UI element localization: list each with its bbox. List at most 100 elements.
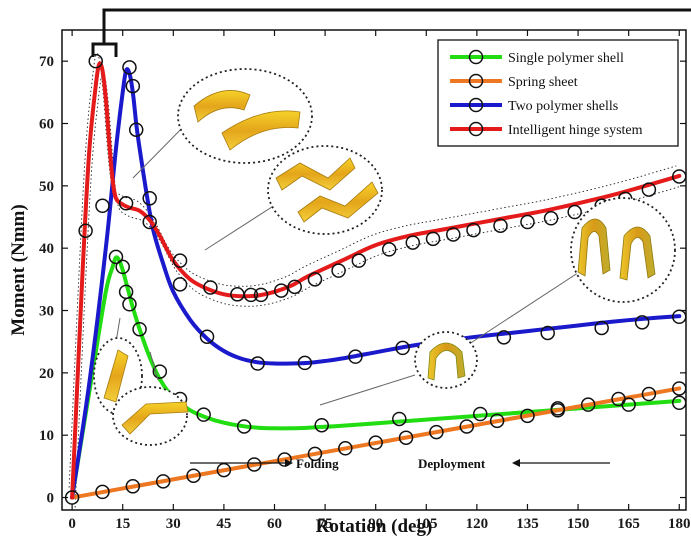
x-tick-label: 90	[368, 516, 383, 532]
data-markers	[64, 53, 687, 505]
legend-marker	[468, 49, 484, 65]
data-point	[253, 287, 269, 303]
inset-single-shell-folded	[112, 351, 189, 446]
x-tick-label: 30	[166, 516, 181, 532]
data-point	[493, 218, 508, 233]
x-tick-label: 45	[216, 516, 231, 532]
data-point	[351, 253, 367, 268]
data-point	[520, 408, 535, 424]
data-point	[314, 417, 329, 433]
data-point	[307, 446, 323, 462]
envelope-line	[68, 52, 677, 488]
data-point	[122, 297, 137, 312]
data-point	[108, 249, 124, 265]
data-point	[405, 235, 421, 250]
envelope-line	[74, 72, 683, 508]
data-point	[543, 211, 559, 226]
data-point	[672, 309, 687, 325]
data-point	[95, 484, 110, 500]
data-point	[125, 78, 141, 94]
data-point	[429, 424, 444, 440]
y-tick-label: 60	[39, 117, 54, 133]
data-point	[88, 53, 103, 69]
legend: Single polymer shell Spring sheet Two poly…	[437, 39, 679, 147]
data-point	[672, 169, 687, 184]
data-point	[172, 253, 188, 268]
data-point	[95, 198, 110, 214]
data-point	[287, 279, 302, 295]
data-point	[368, 435, 383, 450]
data-point	[273, 283, 289, 298]
x-tick-label: 120	[466, 516, 489, 532]
data-point	[152, 364, 168, 379]
series-line-intelligent-hinge-system	[70, 61, 682, 500]
data-point	[243, 287, 259, 303]
x-tick-label: 180	[668, 516, 691, 532]
data-point	[125, 479, 141, 494]
data-point	[307, 272, 323, 287]
data-point	[277, 452, 292, 467]
series-line-two-polymer-shells	[70, 67, 682, 500]
data-point	[395, 340, 410, 356]
data-point	[186, 468, 201, 483]
x-tick-label: 0	[68, 516, 76, 532]
data-point	[634, 315, 650, 330]
data-point	[155, 474, 171, 489]
data-point	[338, 441, 353, 456]
y-tick-label: 20	[39, 366, 54, 382]
data-point	[641, 386, 657, 402]
y-tick-label: 30	[39, 304, 54, 320]
data-point	[540, 325, 555, 341]
data-point	[567, 204, 582, 220]
data-point	[236, 419, 252, 434]
x-tick-label: 60	[267, 516, 282, 532]
data-point	[550, 403, 566, 418]
inset-two-shells-upper	[132, 68, 313, 179]
data-point	[641, 182, 657, 197]
data-point	[594, 320, 609, 336]
inset-two-shells-deployed	[459, 197, 676, 351]
folding-label: Folding	[296, 456, 339, 471]
y-tick-label: 40	[39, 241, 54, 257]
y-tick-label: 50	[39, 179, 54, 195]
data-point	[172, 277, 188, 292]
data-point	[466, 222, 481, 238]
data-point	[425, 231, 441, 247]
data-point	[446, 227, 461, 242]
data-point	[78, 223, 93, 238]
x-tick-label: 15	[115, 516, 130, 532]
data-point	[672, 381, 687, 396]
legend-marker	[468, 97, 484, 113]
series-line-spring-sheet	[70, 386, 682, 500]
data-point	[132, 321, 147, 337]
data-point	[489, 413, 505, 429]
x-tick-label: 105	[415, 516, 438, 532]
legend-marker	[468, 73, 484, 89]
inset-two-shells-folded	[204, 145, 383, 251]
data-point	[520, 214, 535, 230]
y-tick-label: 0	[47, 491, 55, 507]
data-point	[392, 411, 407, 427]
data-point	[247, 457, 262, 472]
inset-single-shell-deployed	[319, 331, 478, 406]
data-point	[348, 349, 363, 364]
y-tick-label: 10	[39, 428, 54, 444]
x-axis-title: Rotation (deg)	[316, 516, 433, 537]
legend-label: Intelligent hinge system	[508, 123, 643, 138]
legend-label: Single polymer shell	[508, 51, 624, 66]
data-point	[459, 419, 475, 434]
data-point	[580, 397, 596, 412]
deployment-label: Deployment	[418, 456, 486, 471]
data-point	[142, 214, 157, 230]
x-tick-label: 165	[617, 516, 640, 532]
data-point	[331, 263, 346, 278]
data-point	[118, 196, 134, 211]
zoom-bracket	[91, 8, 691, 57]
data-point	[611, 391, 626, 407]
data-point	[381, 242, 397, 257]
confidence-band	[68, 52, 683, 508]
legend-marker	[468, 121, 484, 137]
data-point	[199, 329, 215, 344]
data-point	[203, 280, 218, 295]
